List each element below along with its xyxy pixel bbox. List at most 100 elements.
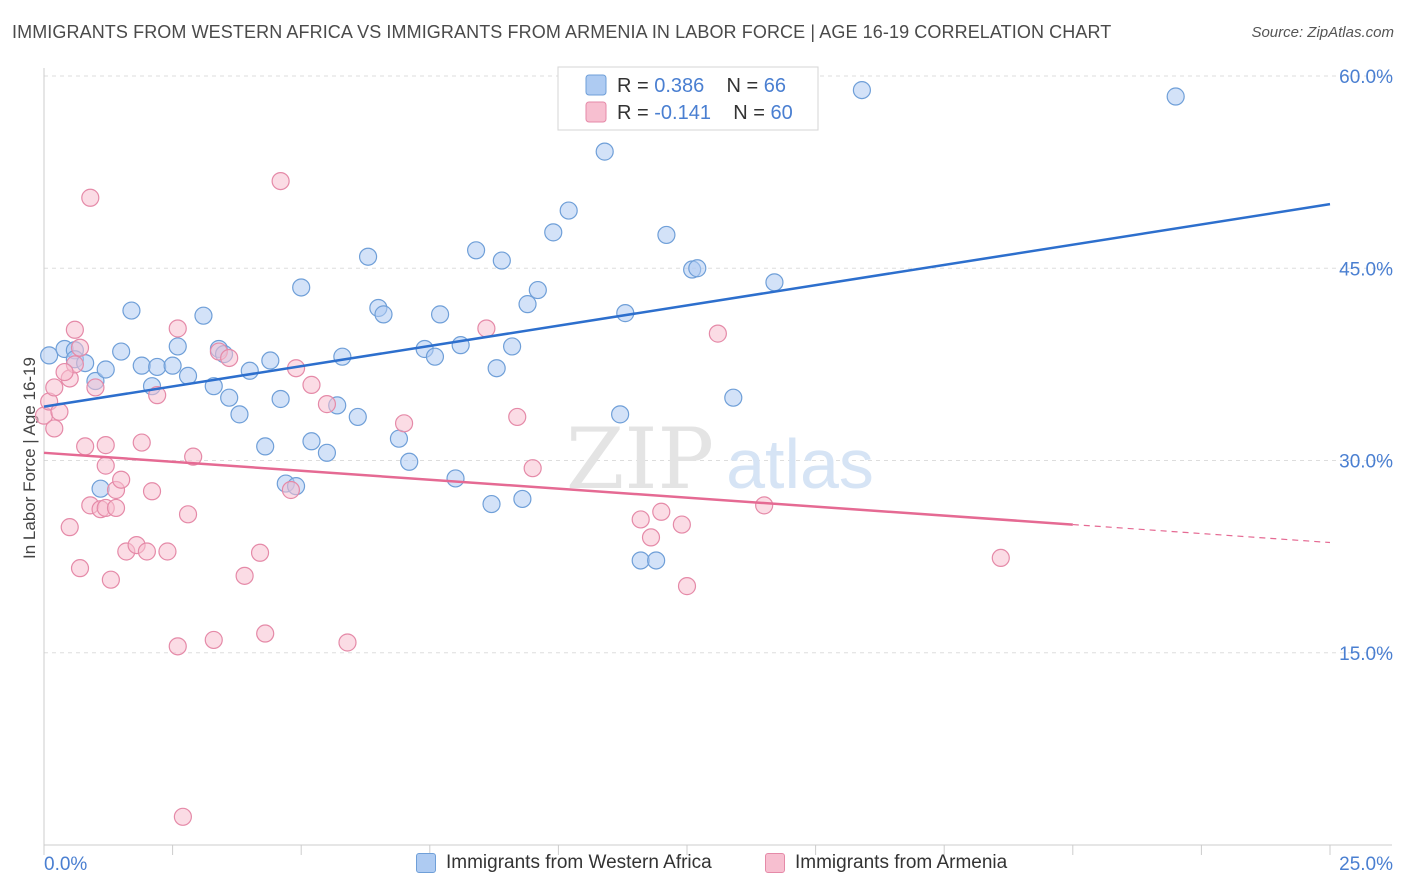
data-point-western-africa[interactable] bbox=[374, 305, 393, 324]
data-point-western-africa[interactable] bbox=[503, 337, 522, 356]
data-point-armenia[interactable] bbox=[394, 414, 414, 433]
data-point-western-africa[interactable] bbox=[852, 80, 871, 100]
data-point-armenia[interactable] bbox=[302, 375, 321, 394]
data-point-armenia[interactable] bbox=[204, 630, 223, 650]
data-point-western-africa[interactable] bbox=[148, 357, 167, 377]
data-point-western-africa[interactable] bbox=[559, 201, 578, 220]
data-point-armenia[interactable] bbox=[70, 338, 90, 357]
data-point-armenia[interactable] bbox=[137, 542, 156, 561]
data-point-armenia[interactable] bbox=[281, 480, 301, 500]
data-point-armenia[interactable] bbox=[317, 395, 337, 414]
data-point-western-africa[interactable] bbox=[256, 437, 275, 456]
data-point-armenia[interactable] bbox=[631, 510, 650, 529]
data-point-armenia[interactable] bbox=[235, 566, 254, 585]
data-point-western-africa[interactable] bbox=[425, 347, 445, 366]
data-point-armenia[interactable] bbox=[112, 470, 131, 489]
legend-item-western-africa[interactable]: Immigrants from Western Africa bbox=[416, 852, 712, 874]
data-point-armenia[interactable] bbox=[338, 633, 357, 652]
data-point-western-africa[interactable] bbox=[657, 225, 676, 245]
data-point-armenia[interactable] bbox=[55, 362, 74, 382]
data-point-western-africa[interactable] bbox=[302, 432, 321, 451]
data-point-western-africa[interactable] bbox=[91, 479, 110, 498]
data-point-armenia[interactable] bbox=[173, 807, 192, 826]
data-point-armenia[interactable] bbox=[250, 543, 270, 562]
data-point-western-africa[interactable] bbox=[317, 443, 337, 462]
data-point-armenia[interactable] bbox=[70, 559, 90, 578]
data-point-western-africa[interactable] bbox=[446, 469, 465, 488]
data-point-western-africa[interactable] bbox=[492, 251, 511, 270]
data-point-western-africa[interactable] bbox=[688, 259, 707, 278]
data-point-western-africa[interactable] bbox=[163, 356, 182, 375]
data-point-armenia[interactable] bbox=[652, 502, 671, 521]
data-point-western-africa[interactable] bbox=[765, 273, 784, 292]
data-point-armenia[interactable] bbox=[76, 437, 95, 456]
data-point-armenia[interactable] bbox=[178, 505, 198, 524]
data-point-western-africa[interactable] bbox=[482, 494, 501, 514]
data-point-western-africa[interactable] bbox=[518, 295, 537, 314]
data-point-armenia[interactable] bbox=[477, 319, 496, 338]
data-point-western-africa[interactable] bbox=[261, 351, 280, 370]
data-point-armenia[interactable] bbox=[991, 548, 1010, 568]
data-point-western-africa[interactable] bbox=[400, 452, 419, 471]
data-point-western-africa[interactable] bbox=[348, 407, 367, 427]
data-point-armenia[interactable] bbox=[81, 188, 100, 207]
data-point-armenia[interactable] bbox=[755, 496, 774, 515]
data-point-armenia[interactable] bbox=[96, 456, 115, 475]
data-point-armenia[interactable] bbox=[132, 433, 151, 452]
data-point-western-africa[interactable] bbox=[358, 247, 378, 266]
data-point-western-africa[interactable] bbox=[724, 388, 743, 407]
data-point-western-africa[interactable] bbox=[389, 429, 409, 448]
data-point-armenia[interactable] bbox=[96, 436, 115, 455]
data-point-armenia[interactable] bbox=[142, 482, 162, 501]
data-point-armenia[interactable] bbox=[45, 419, 64, 438]
y-tick-label: 45.0% bbox=[1339, 259, 1393, 280]
data-point-armenia[interactable] bbox=[508, 407, 527, 427]
data-point-western-africa[interactable] bbox=[528, 280, 547, 300]
data-point-armenia[interactable] bbox=[168, 637, 187, 656]
data-point-armenia[interactable] bbox=[106, 498, 126, 518]
data-point-armenia[interactable] bbox=[158, 542, 177, 561]
data-point-western-africa[interactable] bbox=[430, 305, 450, 324]
data-point-armenia[interactable] bbox=[220, 348, 239, 368]
data-point-armenia[interactable] bbox=[677, 577, 697, 596]
data-point-western-africa[interactable] bbox=[112, 342, 131, 361]
data-point-armenia[interactable] bbox=[256, 624, 275, 643]
data-point-western-africa[interactable] bbox=[220, 388, 239, 407]
data-point-western-africa[interactable] bbox=[194, 306, 213, 325]
data-point-western-africa[interactable] bbox=[333, 347, 352, 366]
data-point-western-africa[interactable] bbox=[595, 142, 614, 161]
data-point-western-africa[interactable] bbox=[168, 337, 187, 356]
data-point-armenia[interactable] bbox=[65, 320, 84, 339]
legend-item-armenia[interactable]: Immigrants from Armenia bbox=[765, 852, 1007, 874]
data-point-armenia[interactable] bbox=[708, 324, 727, 343]
data-point-armenia[interactable] bbox=[184, 447, 203, 466]
data-point-western-africa[interactable] bbox=[271, 389, 290, 409]
data-point-western-africa[interactable] bbox=[292, 278, 311, 297]
data-point-armenia[interactable] bbox=[168, 319, 187, 338]
data-point-western-africa[interactable] bbox=[1166, 87, 1185, 106]
data-point-western-africa[interactable] bbox=[132, 356, 151, 375]
data-point-western-africa[interactable] bbox=[40, 346, 59, 365]
data-point-western-africa[interactable] bbox=[466, 241, 486, 260]
data-point-armenia[interactable] bbox=[60, 518, 79, 537]
data-point-armenia[interactable] bbox=[101, 570, 120, 589]
x-tick-label: 0.0% bbox=[44, 854, 87, 875]
data-point-western-africa[interactable] bbox=[631, 551, 650, 570]
data-point-western-africa[interactable] bbox=[544, 223, 563, 242]
data-point-armenia[interactable] bbox=[672, 515, 691, 534]
data-point-western-africa[interactable] bbox=[611, 405, 630, 424]
data-point-western-africa[interactable] bbox=[122, 301, 141, 320]
data-point-western-africa[interactable] bbox=[513, 489, 532, 509]
data-point-armenia[interactable] bbox=[45, 378, 64, 397]
data-point-armenia[interactable] bbox=[271, 171, 290, 191]
data-point-armenia[interactable] bbox=[641, 528, 661, 547]
data-point-western-africa[interactable] bbox=[204, 377, 223, 396]
data-point-western-africa[interactable] bbox=[230, 405, 249, 424]
data-point-western-africa[interactable] bbox=[240, 361, 259, 380]
data-point-western-africa[interactable] bbox=[487, 359, 506, 378]
data-point-western-africa[interactable] bbox=[96, 360, 115, 379]
data-point-armenia[interactable] bbox=[86, 378, 105, 397]
data-point-armenia[interactable] bbox=[148, 386, 167, 405]
data-point-western-africa[interactable] bbox=[647, 551, 666, 570]
data-point-armenia[interactable] bbox=[523, 459, 542, 478]
